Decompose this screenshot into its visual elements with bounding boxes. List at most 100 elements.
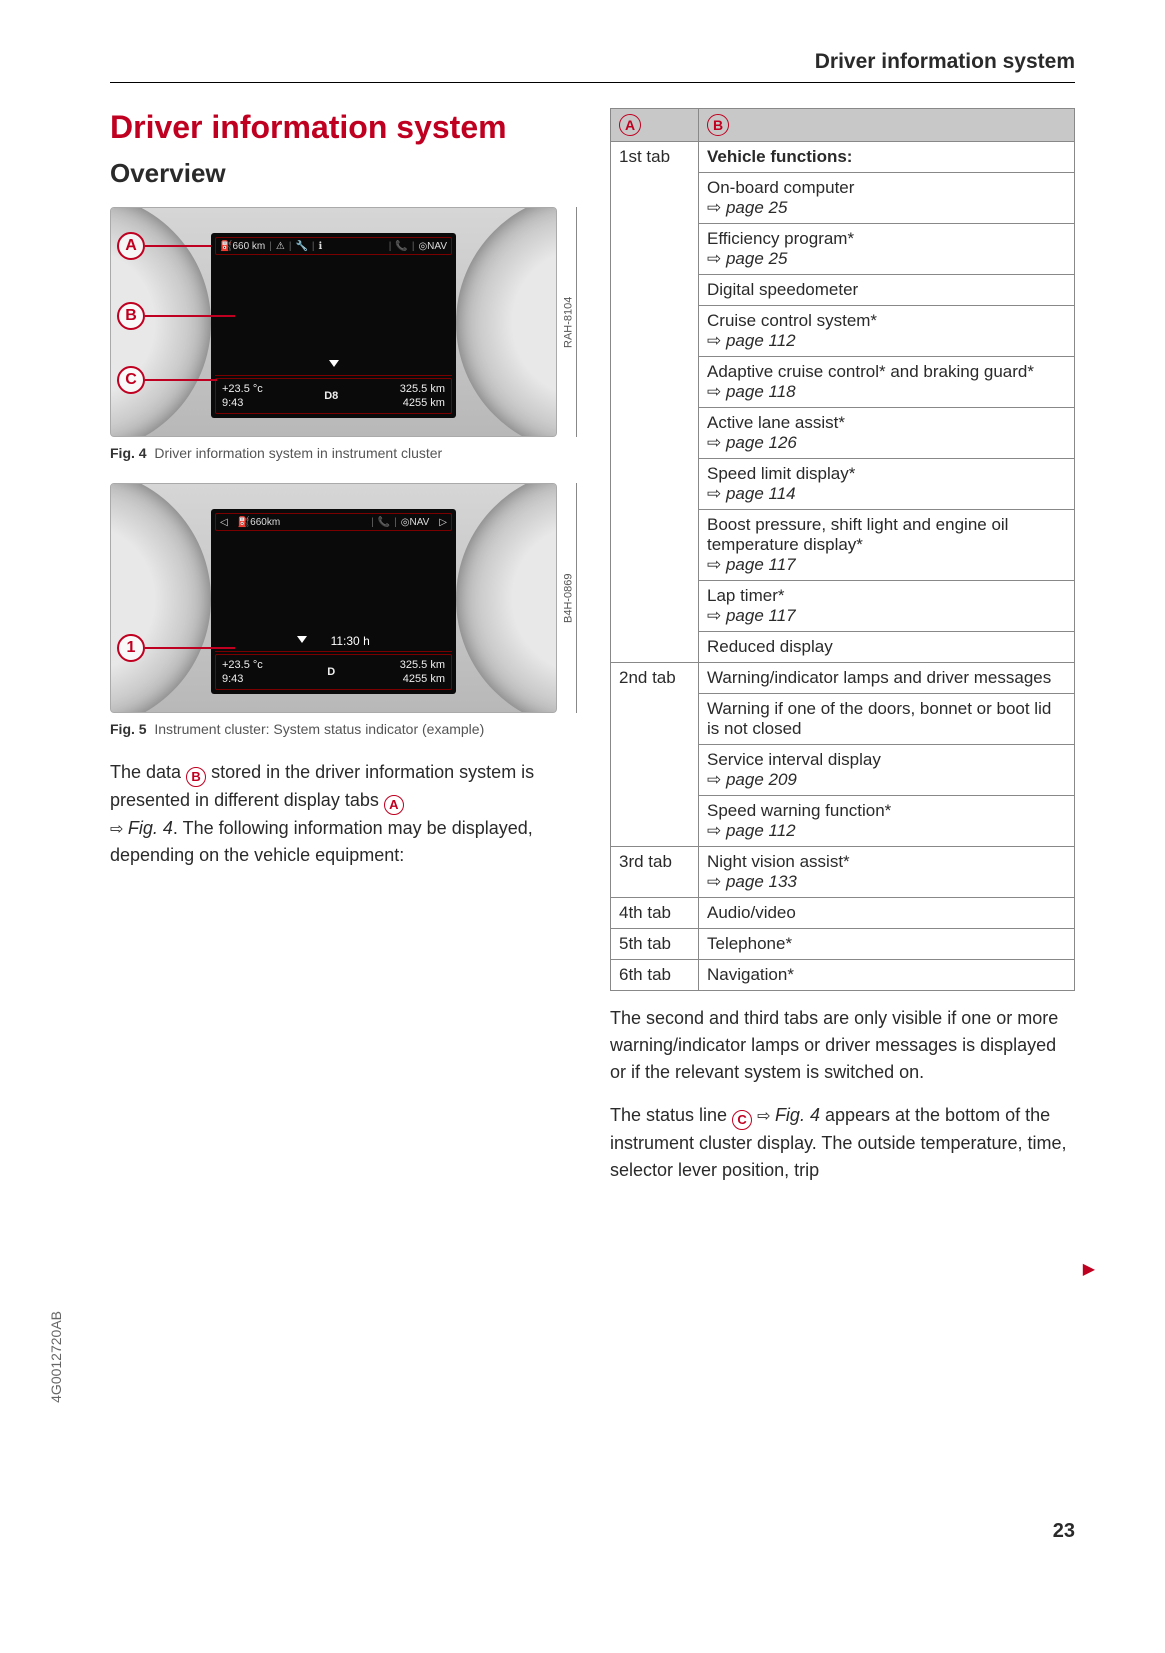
ref-arrow-icon: ⇨: [110, 821, 128, 838]
inline-badge-c: C: [732, 1110, 752, 1130]
cluster-screen-2: ◁ ⛽ 660km | 📞 | ◎ NAV ▷: [211, 509, 456, 694]
mid-row: [215, 358, 452, 376]
table-row: 2nd tabWarning/indicator lamps and drive…: [611, 663, 1075, 694]
page-ref: page 126: [707, 433, 797, 452]
instrument-cluster-2: ◁ ⛽ 660km | 📞 | ◎ NAV ▷: [110, 483, 557, 713]
phone-icon: 📞: [378, 517, 390, 528]
figure-5-label: Fig. 5: [110, 721, 147, 737]
page-ref: page 117: [707, 555, 796, 574]
table-head-b: B: [699, 109, 1075, 142]
cluster-screen-1: ⛽ 660 km | ⚠ | 🔧 | ℹ | 📞 | ◎: [211, 233, 456, 418]
status-gear-2: D: [327, 665, 335, 679]
tab-content-cell: Warning if one of the doors, bonnet or b…: [699, 694, 1075, 745]
gauge-left-2: [110, 483, 211, 713]
status-dist1: 325.5 km: [400, 382, 445, 396]
figure-4-caption: Fig. 4 Driver information system in inst…: [110, 445, 575, 461]
tab-content-cell: Telephone*: [699, 929, 1075, 960]
page-ref: page 25: [707, 198, 787, 217]
left-column: Driver information system Overview RAH-8…: [110, 108, 575, 1200]
figure-4: RAH-8104 ⛽ 660 km | ⚠ | 🔧 | ℹ: [110, 207, 575, 437]
compass-icon: ◎: [401, 517, 410, 528]
status-line-2: +23.5 °c 9:43 D 325.5 km 4255 km: [215, 654, 452, 691]
tab-content-cell: Digital speedometer: [699, 275, 1075, 306]
page-ref: page 117: [707, 606, 796, 625]
closing-p2: The status line C ⇨ Fig. 4 appears at th…: [610, 1102, 1075, 1184]
figure-4-code: RAH-8104: [561, 207, 577, 437]
figure-4-label: Fig. 4: [110, 445, 147, 461]
tab-range: 660 km: [232, 241, 265, 252]
page-ref: page 118: [707, 382, 796, 401]
status-gear: D8: [324, 389, 338, 403]
fig-ref-2: Fig. 4: [775, 1105, 820, 1125]
tab-label: 1st tab: [611, 142, 699, 663]
ref-arrow-icon: ⇨: [757, 1108, 775, 1125]
intro-paragraph: The data B stored in the driver informat…: [110, 759, 575, 869]
warning-icon: ⚠: [276, 241, 285, 252]
table-row: 3rd tabNight vision assist*page 133: [611, 847, 1075, 898]
tab-content-cell: Service interval displaypage 209: [699, 745, 1075, 796]
gauge-right-2: [456, 483, 557, 713]
tab-content-cell: Warning/indicator lamps and driver messa…: [699, 663, 1075, 694]
tab-content-cell: Speed limit display*page 114: [699, 459, 1075, 510]
tab-nav-2: NAV: [409, 517, 429, 528]
tabs-table: A B 1st tabVehicle functions:On-board co…: [610, 108, 1075, 991]
tab-content-cell: Audio/video: [699, 898, 1075, 929]
page-number: 23: [1053, 1520, 1075, 1543]
page-ref: page 209: [707, 770, 797, 789]
inline-badge-a: A: [384, 795, 404, 815]
tab-content-cell: Navigation*: [699, 960, 1075, 991]
status-temp: +23.5 °c: [222, 382, 263, 396]
tab-content-cell: Reduced display: [699, 632, 1075, 663]
status-dist2: 4255 km: [400, 396, 445, 410]
tab-bar: ⛽ 660 km | ⚠ | 🔧 | ℹ | 📞 | ◎: [215, 237, 452, 255]
continuation-arrow-icon: ▶: [1083, 1259, 1095, 1279]
fuel-icon: ⛽: [238, 517, 250, 528]
inline-badge-b: B: [186, 767, 206, 787]
page-ref: page 114: [707, 484, 796, 503]
mid-row-2: 11:30 h: [215, 634, 452, 652]
closing-p1: The second and third tabs are only visib…: [610, 1005, 1075, 1086]
page-ref: page 112: [707, 331, 796, 350]
tab-label: 3rd tab: [611, 847, 699, 898]
closing-text: The second and third tabs are only visib…: [610, 1005, 1075, 1184]
chevron-right-icon: ▷: [439, 517, 447, 528]
status-dist2-2: 4255 km: [400, 672, 445, 686]
tab-label: 5th tab: [611, 929, 699, 960]
figure-5-code: B4H-0869: [561, 483, 577, 713]
info-icon: ℹ: [319, 241, 323, 252]
table-row: 4th tabAudio/video: [611, 898, 1075, 929]
tab-content-cell: Night vision assist*page 133: [699, 847, 1075, 898]
tab-label: 4th tab: [611, 898, 699, 929]
status-temp-2: +23.5 °c: [222, 658, 263, 672]
table-row: 6th tabNavigation*: [611, 960, 1075, 991]
tab-label: 6th tab: [611, 960, 699, 991]
chevron-left-icon: ◁: [220, 517, 228, 528]
figure-5: B4H-0869 ◁ ⛽ 660km | 📞 |: [110, 483, 575, 713]
page-ref: page 133: [707, 872, 797, 891]
phone-icon: 📞: [395, 241, 407, 252]
status-dist1-2: 325.5 km: [400, 658, 445, 672]
figure-4-caption-text: Driver information system in instrument …: [154, 445, 442, 461]
status-line-1: +23.5 °c 9:43 D8 325.5 km 4255 km: [215, 378, 452, 415]
status-time-2: 9:43: [222, 672, 263, 686]
tab-content-cell: Active lane assist*page 126: [699, 408, 1075, 459]
tab-content-cell: Boost pressure, shift light and engine o…: [699, 510, 1075, 581]
main-heading: Driver information system: [110, 108, 575, 146]
header-title: Driver information system: [815, 50, 1075, 73]
fig-ref: Fig. 4: [128, 818, 173, 838]
table-row: 5th tabTelephone*: [611, 929, 1075, 960]
tab-content-cell: Efficiency program*page 25: [699, 224, 1075, 275]
wrench-icon: 🔧: [295, 241, 307, 252]
tab-content-cell: Speed warning function*page 112: [699, 796, 1075, 847]
tab-bar-2: ◁ ⛽ 660km | 📞 | ◎ NAV ▷: [215, 513, 452, 531]
page-ref: page 25: [707, 249, 787, 268]
table-head-a: A: [611, 109, 699, 142]
tab-content-cell: Cruise control system*page 112: [699, 306, 1075, 357]
right-column: A B 1st tabVehicle functions:On-board co…: [610, 108, 1075, 1200]
page-header: Driver information system: [110, 50, 1075, 83]
tab-nav: NAV: [427, 241, 447, 252]
figure-5-caption: Fig. 5 Instrument cluster: System status…: [110, 721, 575, 737]
table-row: 1st tabVehicle functions:: [611, 142, 1075, 173]
gauge-right: [456, 207, 557, 437]
tab-content-cell: On-board computerpage 25: [699, 173, 1075, 224]
